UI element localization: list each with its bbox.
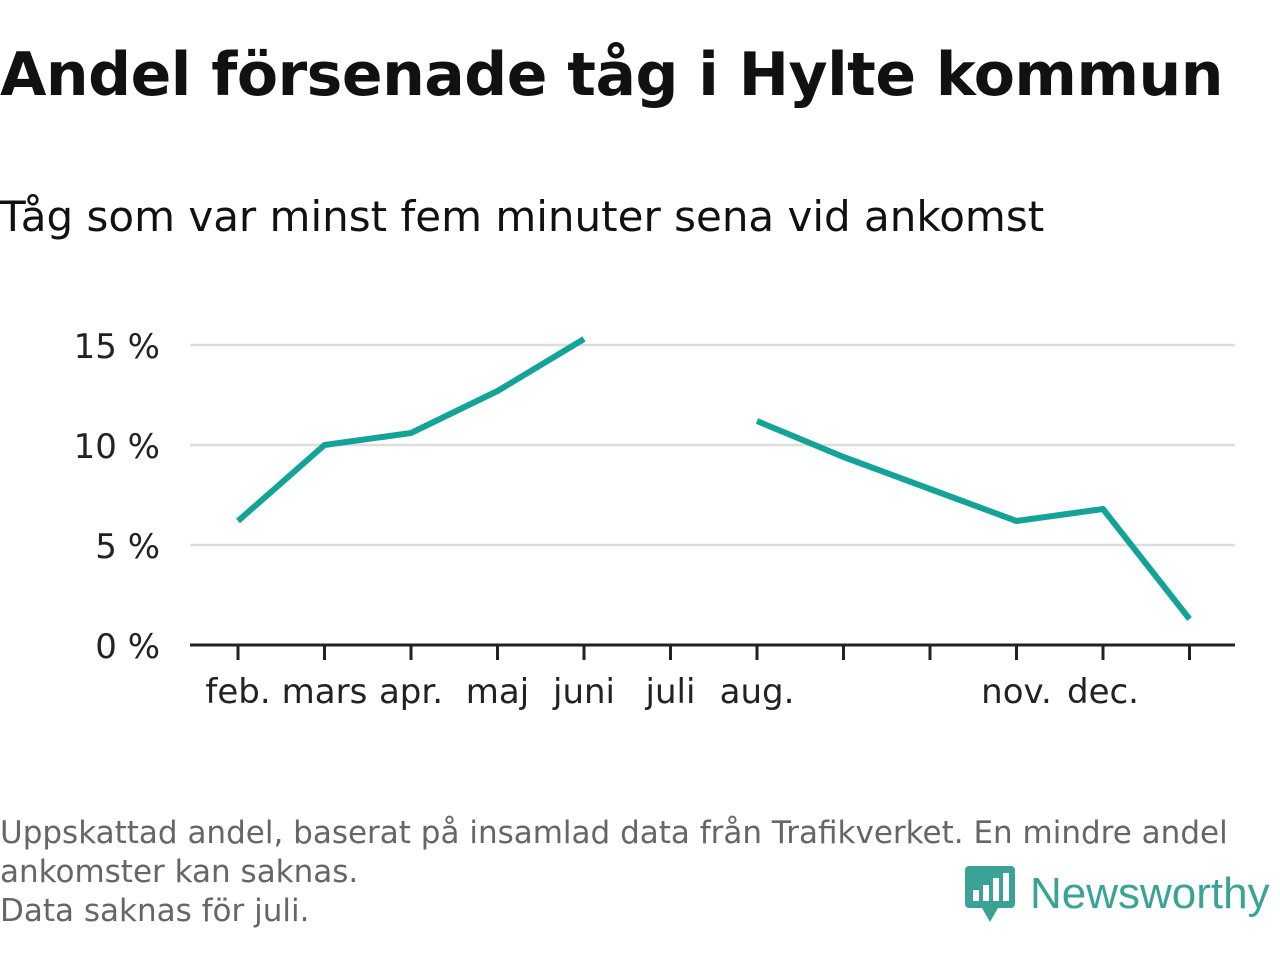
x-tick-label: nov. xyxy=(981,672,1052,712)
footnote-line: Data saknas för juli. xyxy=(0,893,310,929)
series-line-segment xyxy=(755,418,1192,621)
x-tick-label: dec. xyxy=(1067,672,1139,712)
x-tick-label: mars xyxy=(282,672,368,712)
x-axis xyxy=(190,643,1235,660)
x-tick-label: feb. xyxy=(205,672,270,712)
series-line-segment xyxy=(236,336,586,524)
footnote-line: Uppskattad andel, baserat på insamlad da… xyxy=(0,815,1228,851)
x-tick-label: maj xyxy=(466,672,529,712)
y-tick-label: 15 % xyxy=(74,327,160,367)
y-tick-label: 0 % xyxy=(95,627,160,667)
newsworthy-logo-icon xyxy=(965,866,1015,922)
grid-lines xyxy=(190,343,1235,547)
brand-logo: Newsworthy xyxy=(964,862,1270,926)
chart-title: Andel försenade tåg i Hylte kommun xyxy=(0,40,1223,110)
y-tick-label: 5 % xyxy=(95,527,160,567)
x-tick-label: juli xyxy=(645,672,696,712)
x-tick-label: juni xyxy=(552,672,615,712)
x-axis-tick-labels: feb. mars apr. maj juni juli aug. nov. dec. xyxy=(205,672,1139,712)
x-tick-label: apr. xyxy=(379,672,443,712)
series-lines xyxy=(236,336,1192,621)
y-axis-tick-labels: 0 % 5 % 10 % 15 % xyxy=(74,327,160,667)
footnotes: Uppskattad andel, baserat på insamlad da… xyxy=(0,814,1228,931)
y-tick-label: 10 % xyxy=(74,427,160,467)
x-tick-label: aug. xyxy=(720,672,795,712)
footnote-line: ankomster kan saknas. xyxy=(0,854,359,890)
chart-subtitle: Tåg som var minst fem minuter sena vid a… xyxy=(0,192,1045,241)
brand-name: Newsworthy xyxy=(1030,869,1270,918)
